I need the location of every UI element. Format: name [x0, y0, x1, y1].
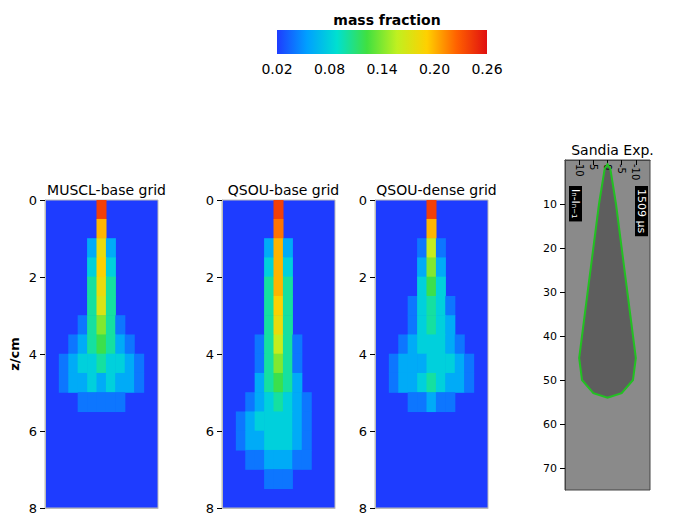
svg-text:4: 4 — [206, 347, 214, 362]
svg-text:70: 70 — [543, 462, 557, 475]
svg-text:-10: -10 — [630, 164, 641, 180]
svg-text:0.02: 0.02 — [261, 61, 292, 77]
svg-text:QSOU-base grid: QSOU-base grid — [228, 182, 339, 198]
svg-text:4: 4 — [359, 347, 367, 362]
svg-text:6: 6 — [29, 424, 37, 439]
svg-text:0.14: 0.14 — [366, 61, 397, 77]
svg-text:2: 2 — [206, 270, 214, 285]
svg-text:50: 50 — [543, 374, 557, 387]
svg-text:4: 4 — [29, 347, 37, 362]
svg-text:8: 8 — [206, 501, 214, 516]
svg-text:0.08: 0.08 — [314, 61, 345, 77]
svg-text:40: 40 — [543, 330, 557, 343]
svg-text:2: 2 — [359, 270, 367, 285]
svg-text:MUSCL-base grid: MUSCL-base grid — [47, 182, 166, 198]
svg-text:60: 60 — [543, 418, 557, 431]
svg-text:Iₙ-Iₙ₋₁: Iₙ-Iₙ₋₁ — [569, 189, 582, 218]
svg-text:0: 0 — [206, 193, 214, 208]
svg-text:6: 6 — [206, 424, 214, 439]
svg-text:2: 2 — [29, 270, 37, 285]
svg-text:mass fraction: mass fraction — [333, 12, 440, 28]
svg-text:QSOU-dense grid: QSOU-dense grid — [376, 182, 496, 198]
svg-text:10: 10 — [543, 198, 557, 211]
svg-text:1509 μs: 1509 μs — [635, 189, 648, 233]
svg-text:8: 8 — [359, 501, 367, 516]
svg-text:20: 20 — [543, 242, 557, 255]
svg-text:5: 5 — [588, 164, 599, 170]
svg-text:6: 6 — [359, 424, 367, 439]
svg-text:30: 30 — [543, 286, 557, 299]
svg-text:10: 10 — [574, 164, 585, 177]
svg-text:-5: -5 — [616, 164, 627, 174]
svg-text:0: 0 — [29, 193, 37, 208]
svg-text:z/cm: z/cm — [7, 337, 22, 371]
svg-text:Sandia Exp.: Sandia Exp. — [571, 142, 654, 158]
svg-text:8: 8 — [29, 501, 37, 516]
svg-text:0.26: 0.26 — [471, 61, 502, 77]
svg-text:0.20: 0.20 — [419, 61, 450, 77]
svg-text:0: 0 — [359, 193, 367, 208]
